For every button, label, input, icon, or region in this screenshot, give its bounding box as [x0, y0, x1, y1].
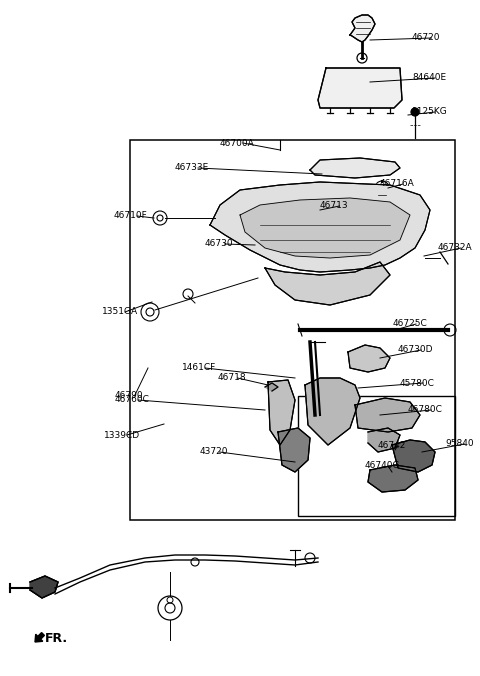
Text: FR.: FR.	[45, 631, 68, 644]
Text: 43720: 43720	[200, 448, 228, 456]
Text: 46742: 46742	[378, 441, 407, 450]
Polygon shape	[278, 428, 310, 472]
Text: 84640E: 84640E	[412, 74, 446, 82]
Text: 1339CD: 1339CD	[104, 431, 140, 439]
Text: 1125KG: 1125KG	[412, 107, 448, 116]
Polygon shape	[265, 262, 390, 305]
Text: 1461CF: 1461CF	[182, 364, 216, 372]
FancyArrow shape	[35, 633, 45, 642]
Text: 46730D: 46730D	[398, 345, 433, 354]
Text: 46725C: 46725C	[393, 320, 428, 329]
Text: 46780C: 46780C	[408, 406, 443, 414]
Text: 46733E: 46733E	[175, 164, 209, 172]
Polygon shape	[210, 182, 430, 272]
Polygon shape	[350, 15, 375, 42]
Text: 46730: 46730	[205, 239, 234, 249]
Polygon shape	[355, 398, 420, 432]
Polygon shape	[265, 383, 278, 391]
Polygon shape	[30, 576, 58, 598]
Text: 46716A: 46716A	[380, 180, 415, 189]
Polygon shape	[310, 158, 400, 178]
Bar	[130, 140, 455, 520]
Text: 46732A: 46732A	[438, 243, 473, 253]
Text: 1351GA: 1351GA	[102, 308, 138, 316]
Polygon shape	[348, 345, 390, 372]
Text: 46790: 46790	[115, 391, 144, 400]
Text: 46700A: 46700A	[220, 139, 255, 147]
Polygon shape	[240, 198, 410, 258]
Polygon shape	[305, 378, 360, 445]
Polygon shape	[368, 428, 400, 452]
Text: 95840: 95840	[445, 439, 474, 448]
Polygon shape	[392, 440, 435, 472]
Bar	[298, 396, 455, 516]
Text: 46718: 46718	[218, 374, 247, 383]
Text: 46760C: 46760C	[115, 395, 150, 404]
Polygon shape	[268, 380, 295, 445]
Text: 45780C: 45780C	[400, 379, 435, 387]
Text: 46720: 46720	[412, 34, 441, 43]
Text: 46740G: 46740G	[365, 462, 400, 470]
Text: 46710F: 46710F	[114, 212, 148, 220]
Circle shape	[411, 108, 419, 116]
Polygon shape	[318, 68, 402, 108]
Text: 46713: 46713	[320, 201, 348, 210]
Polygon shape	[368, 465, 418, 492]
